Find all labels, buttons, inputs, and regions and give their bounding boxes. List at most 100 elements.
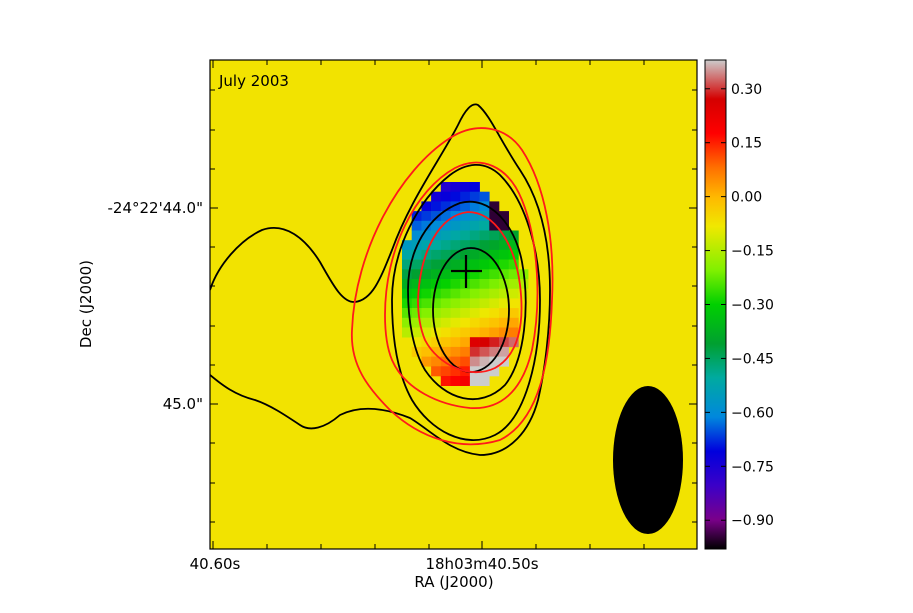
velocity-pixel [450,298,461,309]
velocity-pixel [460,376,471,386]
velocity-pixel [421,230,432,241]
velocity-pixel [499,279,509,289]
velocity-pixel [440,288,451,299]
velocity-pixel [411,288,422,299]
velocity-pixel [469,337,480,348]
velocity-pixel [440,337,451,348]
velocity-pixel [469,259,480,270]
velocity-pixel [479,376,490,386]
velocity-pixel [431,249,442,260]
velocity-pixel [421,279,432,289]
velocity-pixel [440,249,451,260]
red-contour-inner [417,211,523,373]
velocity-pixel [402,259,412,270]
y-ticks [210,89,697,523]
velocity-pixel [479,288,490,299]
velocity-pixel [499,288,509,299]
velocity-pixel [499,298,509,309]
velocity-pixel [469,346,480,357]
velocity-pixel [518,288,529,299]
velocity-pixel [489,249,500,260]
velocity-pixel [469,376,480,386]
velocity-pixel [440,279,451,289]
velocity-pixel [469,317,480,328]
velocity-pixel [479,220,490,231]
velocity-pixel [440,211,451,222]
velocity-pixel [489,201,500,212]
velocity-pixel [431,211,442,222]
velocity-pixel [431,366,442,377]
velocity-pixel [431,317,442,328]
velocity-pixel [489,240,500,251]
velocity-pixel [440,308,451,319]
velocity-pixel [469,327,480,338]
velocity-pixel [489,317,500,328]
velocity-pixel [421,327,432,338]
velocity-pixel [440,230,451,241]
velocity-pixel [440,201,451,212]
velocity-pixel [431,356,442,367]
velocity-pixel [421,211,432,222]
velocity-pixel [479,356,490,367]
plot-frame [209,59,698,550]
velocity-pixel [450,337,461,348]
velocity-pixel [450,230,461,241]
colorbar-tick-label: 0.00 [731,190,762,206]
y-tick-label-1: -24°22'44.0" [107,199,203,217]
velocity-pixel [450,376,461,386]
velocity-pixel [469,288,480,299]
colorbar-tick-label: −0.75 [731,459,774,475]
velocity-pixel [489,298,500,309]
black-contours [210,103,551,456]
velocity-pixel [402,249,412,260]
velocity-pixel [431,298,442,309]
velocity-pixel [431,269,442,280]
velocity-pixel [411,230,422,241]
x-axis-label: RA (J2000) [414,573,493,591]
velocity-pixel [508,337,519,348]
velocity-pixel [469,249,480,260]
x-tick-label-2: 18h03m40.50s [425,555,538,573]
velocity-pixel [460,249,471,260]
velocity-pixel [479,249,490,260]
velocity-pixel [479,269,490,280]
velocity-pixel [421,346,432,357]
black-contour-inner [407,200,527,401]
velocity-pixel [469,230,480,241]
velocity-pixel [460,230,471,241]
velocity-pixel [411,317,422,328]
velocity-pixel [479,298,490,309]
velocity-pixel [469,308,480,319]
velocity-pixel [450,191,461,202]
plot-area [210,60,697,549]
velocity-pixel [450,259,461,270]
velocity-pixel [469,220,480,231]
velocity-pixel [402,269,412,280]
velocity-pixel [479,337,490,348]
velocity-pixel [489,259,500,270]
velocity-pixel [469,279,480,289]
velocity-pixel [431,230,442,241]
velocity-pixel [411,259,422,270]
velocity-pixel [402,288,412,299]
velocity-pixel [421,298,432,309]
velocity-pixel [431,201,442,212]
red-contour-outer [351,127,554,446]
colorbar-tick-label: −0.30 [731,298,774,314]
velocity-pixel [508,240,519,251]
velocity-pixel [402,279,412,289]
velocity-pixel [402,317,412,328]
velocity-pixel [469,182,480,192]
velocity-pixel [450,346,461,357]
velocity-pixel [411,337,422,348]
velocity-pixel [440,220,451,231]
peak-marker [451,255,482,288]
velocity-pixel [402,308,412,319]
velocity-pixel [499,249,509,260]
velocity-pixel [450,240,461,251]
velocity-pixel [460,317,471,328]
colorbar-tick-label: 0.30 [731,82,762,98]
velocity-pixel [402,240,412,251]
velocity-pixel [440,356,451,367]
